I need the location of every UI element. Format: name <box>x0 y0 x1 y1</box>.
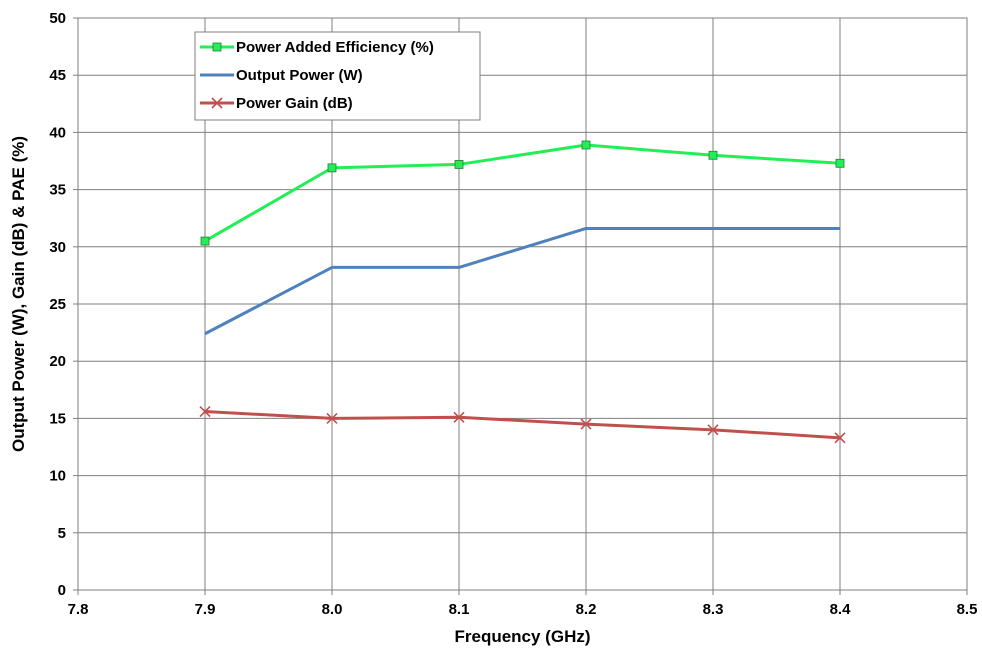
data-point-power-gain-stroke-b <box>453 411 465 423</box>
legend: Power Added Efficiency (%) Output Power (… <box>194 31 481 121</box>
legend-marker-pae <box>212 42 222 52</box>
data-point-power-gain <box>453 411 465 423</box>
y-tick-label: 20 <box>49 353 66 370</box>
y-tick-label: 15 <box>49 410 66 427</box>
series-power-gain <box>199 405 846 444</box>
legend-label-power-gain: Power Gain (dB) <box>236 95 353 112</box>
y-tick-label: 0 <box>58 582 66 599</box>
data-point-pae <box>327 163 337 173</box>
data-point-pae <box>454 160 464 169</box>
data-series <box>199 140 846 444</box>
x-tick-label: 8.4 <box>830 601 852 618</box>
data-point-power-gain <box>326 412 338 424</box>
x-tick-label: 8.2 <box>576 601 597 618</box>
series-pae <box>200 140 845 246</box>
y-tick-label: 40 <box>49 124 66 141</box>
data-point-power-gain-stroke-b <box>199 405 211 418</box>
legend-item-pae: Power Added Efficiency (%) <box>200 39 434 56</box>
data-point-pae <box>835 158 845 168</box>
data-point-pae <box>581 140 591 150</box>
y-axis-title: Output Power (W), Gain (dB) & PAE (%) <box>9 136 28 452</box>
data-point-power-gain-stroke-b <box>707 424 719 436</box>
series-line-output-power <box>204 226 840 336</box>
y-tick-label: 45 <box>49 67 66 84</box>
data-point-power-gain <box>834 432 846 444</box>
data-point-pae <box>708 150 718 160</box>
y-tick-label: 5 <box>58 525 66 542</box>
data-point-power-gain <box>707 424 719 436</box>
y-tick-label: 25 <box>49 296 66 313</box>
x-tick-label: 7.8 <box>68 601 89 618</box>
series-line-pae <box>204 143 841 243</box>
x-tick-label: 8.5 <box>957 601 978 618</box>
y-tick-label: 10 <box>49 468 66 485</box>
legend-marker-power-gain-stroke-b <box>211 97 223 109</box>
legend-box <box>194 31 481 121</box>
legend-marker-power-gain <box>211 97 223 109</box>
legend-label-output-power: Output Power (W) <box>236 67 363 84</box>
x-tick-label: 8.0 <box>322 601 343 618</box>
legend-label-pae: Power Added Efficiency (%) <box>236 39 434 56</box>
data-point-power-gain-stroke-b <box>834 432 846 444</box>
data-point-power-gain-stroke-b <box>326 412 338 424</box>
legend-item-power-gain: Power Gain (dB) <box>200 95 353 112</box>
y-tick-label: 50 <box>49 10 66 27</box>
y-tick-label: 35 <box>49 182 66 199</box>
x-tick-label: 8.3 <box>703 601 724 618</box>
x-axis-title: Frequency (GHz) <box>454 627 590 646</box>
data-point-pae <box>200 236 210 246</box>
x-tick-label: 8.1 <box>449 601 470 618</box>
x-tick-label: 7.9 <box>195 601 216 618</box>
series-output-power <box>204 226 840 336</box>
axis-ticks: 0 5 10 15 20 25 30 35 40 45 50 7.8 7.9 8.0 8.1 8.2 8.3 8.… <box>49 10 977 618</box>
data-point-power-gain <box>580 418 592 430</box>
legend-item-output-power: Output Power (W) <box>200 67 363 84</box>
data-point-power-gain <box>199 405 211 418</box>
series-line-power-gain <box>204 410 841 440</box>
y-tick-label: 30 <box>49 239 66 256</box>
data-point-power-gain-stroke-b <box>580 418 592 430</box>
